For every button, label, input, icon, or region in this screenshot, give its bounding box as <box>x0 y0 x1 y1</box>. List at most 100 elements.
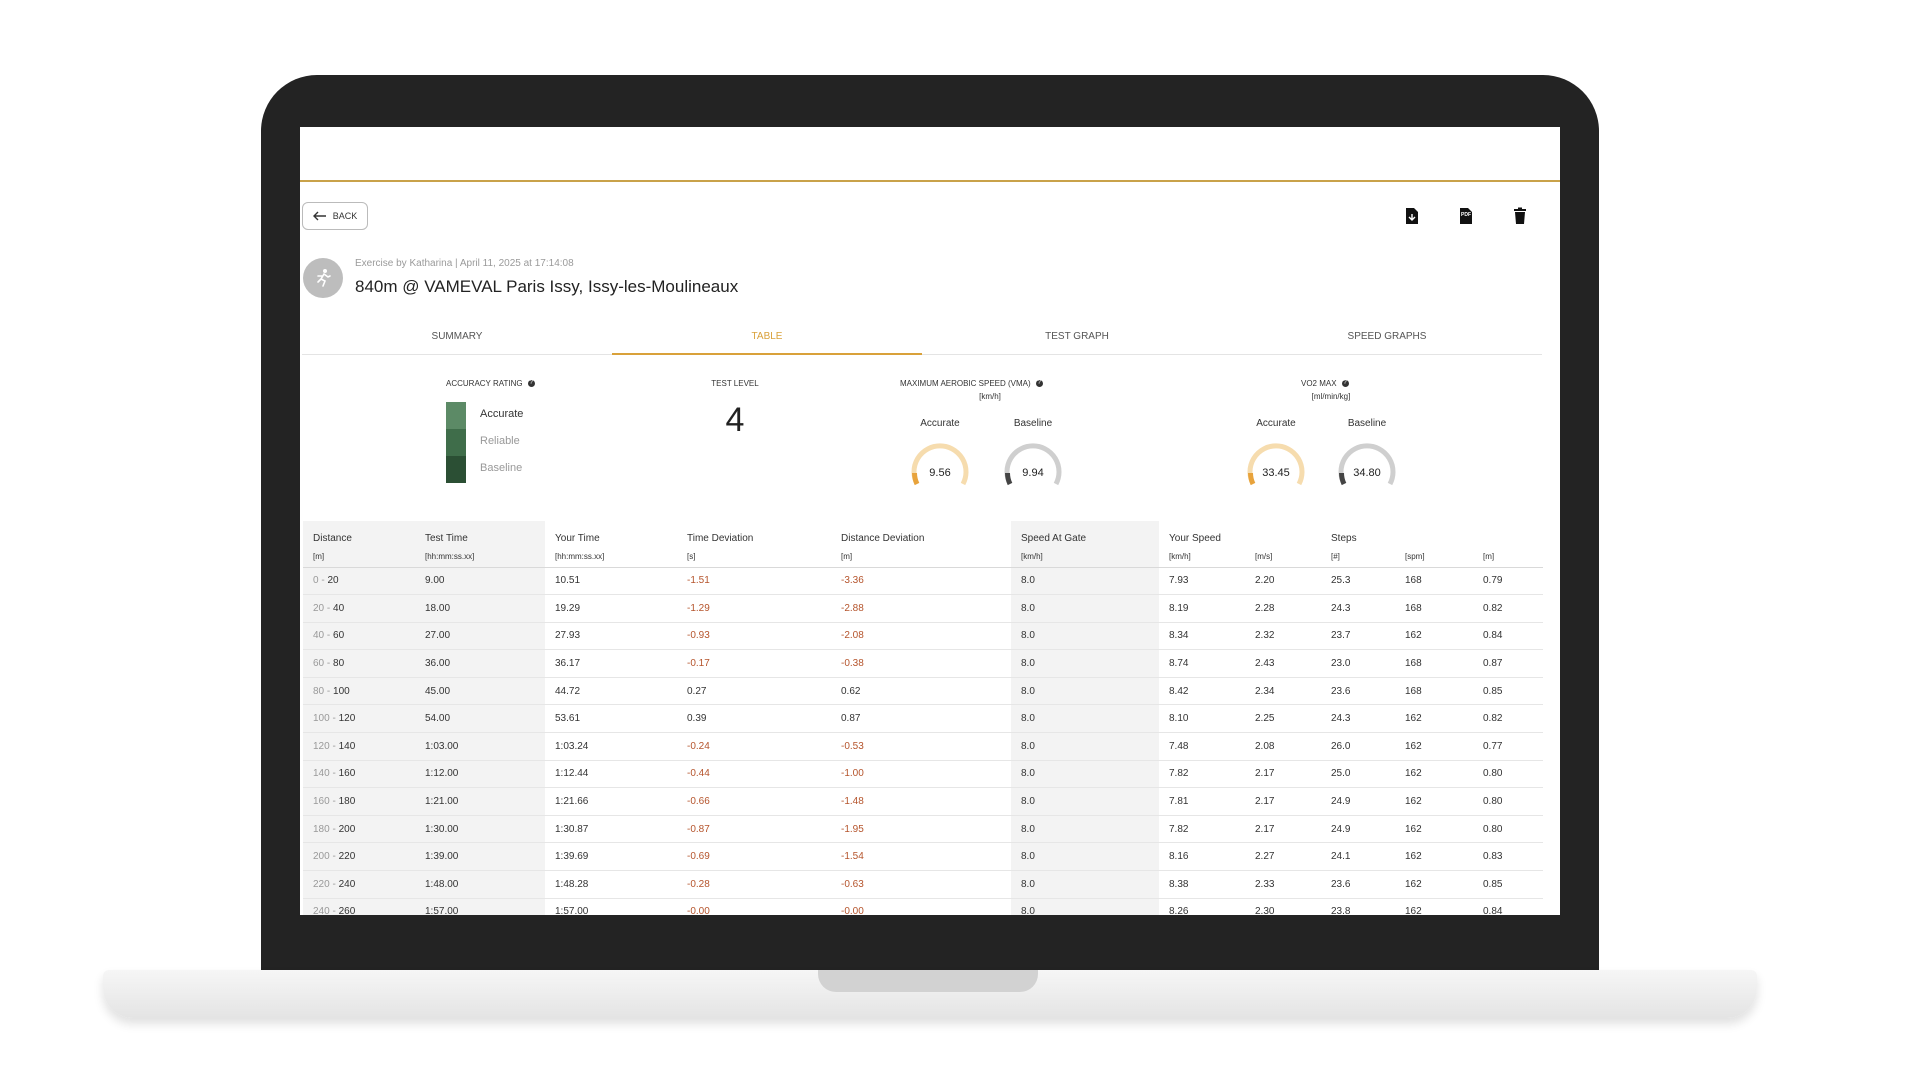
test-time-cell: 54.00 <box>415 704 545 734</box>
speed-ms-cell: 2.17 <box>1245 760 1321 789</box>
step-length-cell: 0.82 <box>1473 704 1543 734</box>
distance-from: 0 <box>313 575 319 587</box>
table-row[interactable]: 160 - 180 1:21.00 1:21.66 -0.66 -1.48 8.0 7.81… <box>303 787 1543 816</box>
speed-at-gate-cell: 8.0 <box>1011 704 1159 734</box>
distance-deviation-cell: -3.36 <box>831 567 1011 596</box>
column-header[interactable]: Test Time <box>415 521 545 547</box>
tab-summary[interactable]: SUMMARY <box>431 331 483 342</box>
speed-at-gate-cell: 8.0 <box>1011 677 1159 706</box>
back-label: BACK <box>332 211 358 221</box>
distance-from: 40 <box>313 630 325 642</box>
speed-kmh-cell: 8.74 <box>1159 649 1245 678</box>
table-row[interactable]: 0 - 20 9.00 10.51 -1.51 -3.36 8.0 7.93 2.20 25.3… <box>303 567 1543 596</box>
your-time-cell: 1:03.24 <box>545 732 677 761</box>
vo2-accurate-gauge <box>1247 443 1305 486</box>
steps-spm-cell: 162 <box>1395 870 1473 899</box>
column-unit: [km/h] <box>1011 547 1159 568</box>
distance-cell: 120 - 140 <box>303 732 415 761</box>
info-icon[interactable]: ? <box>1341 380 1349 388</box>
tab-speed-graphs[interactable]: SPEED GRAPHS <box>1347 331 1427 342</box>
table-row[interactable]: 240 - 260 1:57.00 1:57.00 -0.00 -0.00 8.0 8.26… <box>303 898 1543 915</box>
step-length-cell: 0.79 <box>1473 567 1543 596</box>
vma-accurate-label: Accurate <box>920 418 960 429</box>
step-length-cell: 0.83 <box>1473 842 1543 872</box>
table-row[interactable]: 100 - 120 54.00 53.61 0.39 0.87 8.0 8.10 2.25 24… <box>303 704 1543 734</box>
column-header[interactable]: Your Speed <box>1169 533 1221 544</box>
step-length-cell: 0.84 <box>1473 898 1543 915</box>
export-file-icon[interactable] <box>1404 207 1420 225</box>
distance-cell: 240 - 260 <box>303 898 415 915</box>
column-header[interactable]: Distance <box>303 521 415 547</box>
distance-cell: 40 - 60 <box>303 622 415 651</box>
step-length-cell: 0.80 <box>1473 787 1543 816</box>
steps-count-cell: 24.3 <box>1321 704 1395 734</box>
distance-to: 80 <box>333 658 345 670</box>
table-row[interactable]: 200 - 220 1:39.00 1:39.69 -0.69 -1.54 8.0 8.16… <box>303 842 1543 872</box>
distance-to: 120 <box>338 713 356 725</box>
vma-accurate-value: 9.56 <box>929 467 951 479</box>
time-deviation-cell: -0.28 <box>677 870 831 899</box>
speed-at-gate-cell: 8.0 <box>1011 594 1159 623</box>
distance-from: 100 <box>313 713 330 725</box>
distance-to: 260 <box>338 906 356 915</box>
column-header[interactable]: Your Time <box>555 533 600 544</box>
column-header[interactable]: Speed At Gate <box>1011 521 1159 547</box>
info-icon[interactable]: ? <box>1035 380 1043 388</box>
speed-at-gate-cell: 8.0 <box>1011 787 1159 816</box>
speed-ms-cell: 2.17 <box>1245 815 1321 844</box>
distance-deviation-cell: -0.63 <box>831 870 1011 899</box>
your-time-cell: 10.51 <box>545 567 677 596</box>
distance-cell: 80 - 100 <box>303 677 415 706</box>
distance-deviation-cell: -1.95 <box>831 815 1011 844</box>
column-unit: [m] <box>1473 547 1543 568</box>
speed-at-gate-cell: 8.0 <box>1011 815 1159 844</box>
table-row[interactable]: 120 - 140 1:03.00 1:03.24 -0.24 -0.53 8.0 7.48… <box>303 732 1543 761</box>
table-row[interactable]: 20 - 40 18.00 19.29 -1.29 -2.88 8.0 8.19 2.28 24… <box>303 594 1543 623</box>
speed-at-gate-cell: 8.0 <box>1011 649 1159 678</box>
distance-to: 140 <box>338 740 356 752</box>
distance-deviation-cell: -2.88 <box>831 594 1011 623</box>
info-icon[interactable]: ? <box>527 380 535 388</box>
distance-to: 180 <box>338 796 356 808</box>
vma-baseline-gauge <box>1004 443 1062 486</box>
accuracy-rating-heading: ACCURACY RATING? <box>446 379 535 388</box>
pdf-icon[interactable]: PDF <box>1458 207 1474 225</box>
table-row[interactable]: 60 - 80 36.00 36.17 -0.17 -0.38 8.0 8.74 2.43 23… <box>303 649 1543 678</box>
vo2-unit: [ml/min/kg] <box>1311 392 1351 401</box>
distance-from: 240 <box>313 906 330 915</box>
distance-to: 20 <box>327 575 339 587</box>
steps-count-cell: 25.0 <box>1321 760 1395 789</box>
test-time-cell: 36.00 <box>415 649 545 678</box>
vma-baseline-value: 9.94 <box>1022 467 1044 479</box>
distance-to: 160 <box>338 768 356 780</box>
results-table-container[interactable]: Distance Test Time Your Time Time Deviat… <box>303 521 1543 915</box>
speed-kmh-cell: 8.26 <box>1159 898 1245 915</box>
steps-count-cell: 23.6 <box>1321 677 1395 706</box>
steps-count-cell: 25.3 <box>1321 567 1395 596</box>
table-row[interactable]: 40 - 60 27.00 27.93 -0.93 -2.08 8.0 8.34 2.32 23… <box>303 622 1543 651</box>
column-header[interactable]: Steps <box>1331 533 1357 544</box>
table-row[interactable]: 220 - 240 1:48.00 1:48.28 -0.28 -0.63 8.0 8.38… <box>303 870 1543 899</box>
accuracy-level-baseline <box>446 456 466 483</box>
distance-deviation-cell: -1.00 <box>831 760 1011 789</box>
column-header[interactable]: Distance Deviation <box>841 533 925 544</box>
steps-spm-cell: 162 <box>1395 732 1473 761</box>
table-row[interactable]: 180 - 200 1:30.00 1:30.87 -0.87 -1.95 8.0 7.82… <box>303 815 1543 844</box>
exercise-avatar <box>303 258 343 298</box>
speed-at-gate-cell: 8.0 <box>1011 622 1159 651</box>
tab-test-graph[interactable]: TEST GRAPH <box>1045 331 1109 342</box>
tab-table[interactable]: TABLE <box>612 323 922 355</box>
steps-spm-cell: 162 <box>1395 815 1473 844</box>
test-time-cell: 1:12.00 <box>415 760 545 789</box>
back-button[interactable]: BACK <box>302 202 368 230</box>
distance-deviation-cell: -2.08 <box>831 622 1011 651</box>
distance-deviation-cell: -1.48 <box>831 787 1011 816</box>
table-row[interactable]: 80 - 100 45.00 44.72 0.27 0.62 8.0 8.42 2.34 23.… <box>303 677 1543 706</box>
column-header[interactable]: Time Deviation <box>687 533 754 544</box>
table-row[interactable]: 140 - 160 1:12.00 1:12.44 -0.44 -1.00 8.0 7.82… <box>303 760 1543 789</box>
speed-ms-cell: 2.32 <box>1245 622 1321 651</box>
vo2-accurate-label: Accurate <box>1256 418 1296 429</box>
app-screen: BACK PDF Exercise by Katharina | April 1… <box>300 127 1560 915</box>
trash-icon[interactable] <box>1512 207 1528 225</box>
speed-ms-cell: 2.25 <box>1245 704 1321 734</box>
